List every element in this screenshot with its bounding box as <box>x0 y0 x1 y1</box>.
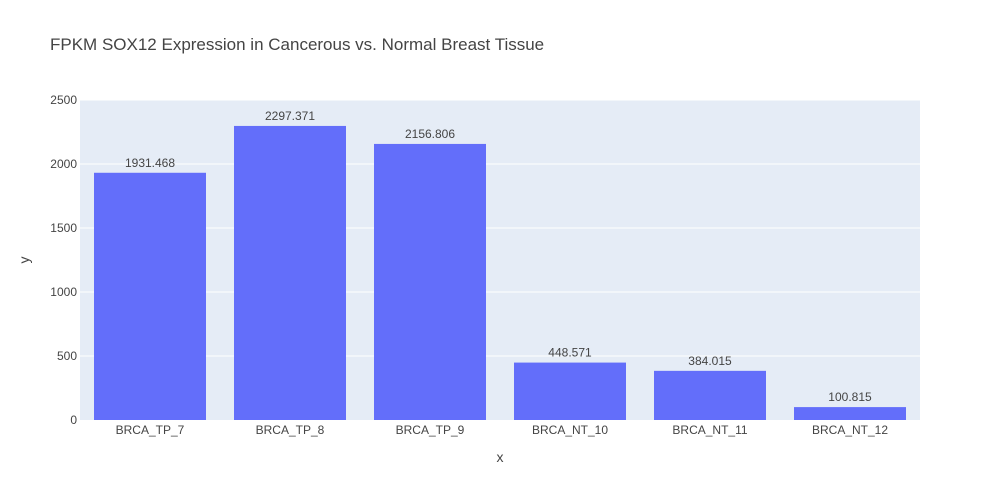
x-tick-label: BRCA_TP_7 <box>116 423 185 437</box>
y-tick-label: 2000 <box>50 157 77 171</box>
bar-brca-tp-8 <box>234 125 346 420</box>
chart-title: FPKM SOX12 Expression in Cancerous vs. N… <box>50 35 544 54</box>
x-tick-label: BRCA_NT_11 <box>672 423 747 437</box>
bar-brca-nt-10 <box>514 362 626 420</box>
data-label: 100.815 <box>828 390 872 404</box>
y-tick-label: 2500 <box>50 93 77 107</box>
x-tick-label: BRCA_NT_10 <box>532 423 608 437</box>
gridlines <box>80 99 920 357</box>
bar-brca-nt-12 <box>794 407 906 420</box>
bars <box>94 125 906 420</box>
y-tick-labels: 0 500 1000 1500 2000 2500 <box>50 93 77 427</box>
y-axis-title: y <box>16 257 32 264</box>
x-tick-labels: BRCA_TP_7 BRCA_TP_8 BRCA_TP_9 BRCA_NT_10 BRC… <box>116 423 889 437</box>
plot-area <box>80 100 920 420</box>
y-tick-label: 500 <box>57 349 77 363</box>
x-tick-label: BRCA_NT_12 <box>812 423 888 437</box>
x-tick-label: BRCA_TP_8 <box>256 423 325 437</box>
x-axis-title: x <box>497 449 504 465</box>
data-labels: 1931.468 2297.371 2156.806 448.571 384.015 10… <box>125 109 872 404</box>
bar-brca-nt-11 <box>654 370 766 420</box>
y-tick-label: 1500 <box>50 221 77 235</box>
data-label: 2156.806 <box>405 127 455 141</box>
bar-brca-tp-7 <box>94 172 206 420</box>
data-label: 448.571 <box>548 346 592 360</box>
bar-brca-tp-9 <box>374 143 486 420</box>
y-tick-label: 0 <box>70 413 77 427</box>
data-label: 2297.371 <box>265 109 315 123</box>
y-tick-label: 1000 <box>50 285 77 299</box>
data-label: 384.015 <box>688 354 732 368</box>
x-tick-label: BRCA_TP_9 <box>396 423 465 437</box>
data-label: 1931.468 <box>125 156 175 170</box>
